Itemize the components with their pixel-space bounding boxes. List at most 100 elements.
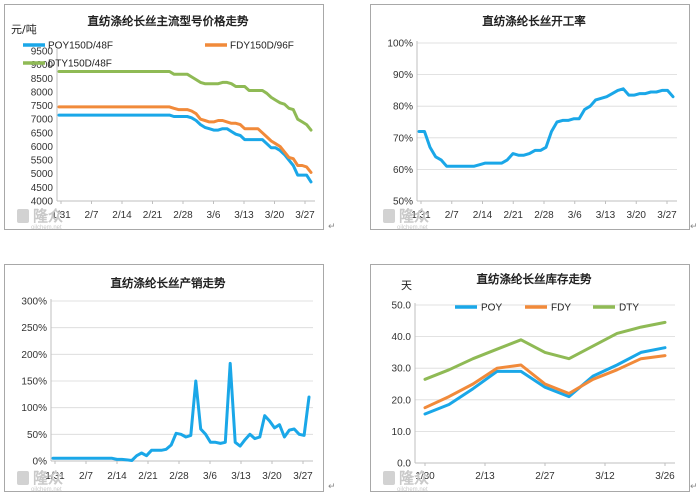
y-tick-label: 90% bbox=[393, 70, 413, 81]
x-tick-label: 1/31 bbox=[51, 210, 71, 221]
longzhong-logo-icon bbox=[383, 209, 395, 223]
y-tick-label: 60% bbox=[393, 165, 413, 176]
longzhong-logo-icon bbox=[17, 209, 29, 223]
x-tick-label: 3/26 bbox=[655, 471, 675, 482]
y-tick-label: 20.0 bbox=[392, 395, 412, 406]
series-line-sales bbox=[51, 361, 311, 462]
x-tick-label: 2/14 bbox=[107, 471, 127, 482]
y-tick-label: 100% bbox=[21, 403, 47, 414]
legend-label: DTY150D/48F bbox=[48, 59, 112, 70]
x-tick-label: 2/21 bbox=[143, 210, 163, 221]
series-line-fdy150d-96f bbox=[57, 105, 313, 174]
y-tick-label: 9500 bbox=[31, 47, 54, 58]
y-tick-label: 6000 bbox=[31, 142, 54, 153]
y-tick-label: 50.0 bbox=[392, 301, 412, 312]
paragraph-mark-icon: ↵ bbox=[328, 482, 336, 492]
watermark-site: oilchem.net bbox=[31, 487, 62, 491]
legend-label: FDY150D/96F bbox=[230, 41, 294, 52]
x-tick-label: 3/13 bbox=[596, 210, 616, 221]
watermark-brand: 隆众 bbox=[399, 207, 429, 225]
x-tick-label: 2/14 bbox=[473, 210, 493, 221]
x-tick-label: 2/21 bbox=[138, 471, 158, 482]
y-tick-label: 5500 bbox=[31, 156, 54, 167]
utilization-chart: 直纺涤纶长丝开工率 50% 60% 70% 80% 90% 100% 1/31 2/7 2/14 2… bbox=[383, 14, 677, 229]
x-tick-label: 3/6 bbox=[203, 471, 217, 482]
price-chart-panel: 直纺涤纶长丝主流型号价格走势元/吨 4000 4500 5000 5500 6000 650… bbox=[4, 4, 324, 230]
x-tick-label: 2/7 bbox=[79, 471, 93, 482]
x-tick-label: 2/27 bbox=[535, 471, 555, 482]
y-tick-label: 8000 bbox=[31, 87, 54, 98]
y-tick-label: 30.0 bbox=[392, 364, 412, 375]
y-tick-label: 200% bbox=[21, 350, 47, 361]
chart-title: 直纺涤纶长丝库存走势 bbox=[477, 272, 592, 286]
y-tick-label: 8500 bbox=[31, 74, 54, 85]
y-tick-label: 250% bbox=[21, 323, 47, 334]
y-tick-label: 150% bbox=[21, 377, 47, 388]
chart-title: 直纺涤纶长丝主流型号价格走势 bbox=[88, 14, 249, 28]
series-line-poy bbox=[423, 346, 667, 416]
x-tick-label: 3/6 bbox=[568, 210, 582, 221]
chart-title: 直纺涤纶长丝产销走势 bbox=[111, 276, 226, 290]
legend-label: POY150D/48F bbox=[48, 41, 113, 52]
y-tick-label: 6500 bbox=[31, 128, 54, 139]
y-tick-label: 7000 bbox=[31, 115, 54, 126]
y-tick-label: 70% bbox=[393, 133, 413, 144]
x-tick-label: 1/31 bbox=[411, 210, 431, 221]
watermark-brand: 隆众 bbox=[399, 469, 429, 487]
x-tick-label: 3/13 bbox=[234, 210, 254, 221]
legend-label: DTY bbox=[619, 303, 639, 314]
x-tick-label: 3/13 bbox=[231, 471, 251, 482]
x-tick-label: 3/20 bbox=[262, 471, 282, 482]
y-tick-label: 4500 bbox=[31, 183, 54, 194]
chart-title: 直纺涤纶长丝开工率 bbox=[482, 14, 586, 28]
x-tick-label: 3/20 bbox=[265, 210, 285, 221]
x-tick-label: 3/27 bbox=[295, 210, 315, 221]
x-tick-label: 2/7 bbox=[445, 210, 459, 221]
y-tick-label: 10.0 bbox=[392, 427, 412, 438]
y-tick-label: 100% bbox=[387, 39, 413, 50]
x-tick-label: 3/12 bbox=[595, 471, 615, 482]
y-tick-label: 7500 bbox=[31, 101, 54, 112]
series-line-poy150d-48f bbox=[57, 113, 313, 184]
x-tick-label: 2/14 bbox=[112, 210, 132, 221]
y-tick-label: 80% bbox=[393, 102, 413, 113]
x-tick-label: 3/27 bbox=[657, 210, 677, 221]
x-tick-label: 2/28 bbox=[534, 210, 554, 221]
y-tick-label: 0% bbox=[33, 457, 48, 468]
series-line-dty150d-48f bbox=[57, 70, 313, 132]
x-tick-label: 1/30 bbox=[415, 471, 435, 482]
x-tick-label: 2/28 bbox=[173, 210, 193, 221]
y-tick-label: 50% bbox=[27, 430, 47, 441]
x-tick-label: 2/21 bbox=[504, 210, 524, 221]
x-tick-label: 2/7 bbox=[85, 210, 99, 221]
paragraph-mark-icon: ↵ bbox=[328, 222, 336, 232]
series-line-utilization bbox=[417, 87, 675, 168]
y-tick-label: 4000 bbox=[31, 197, 54, 208]
y-axis-label: 元/吨 bbox=[11, 23, 37, 36]
x-tick-label: 2/28 bbox=[169, 471, 189, 482]
y-axis-label: 天 bbox=[401, 279, 412, 292]
x-tick-label: 3/27 bbox=[293, 471, 313, 482]
watermark-site: oilchem.net bbox=[397, 225, 428, 229]
watermark-brand: 隆众 bbox=[33, 469, 63, 487]
watermark-site: oilchem.net bbox=[31, 225, 62, 229]
y-tick-label: 5000 bbox=[31, 169, 54, 180]
series-line-dty bbox=[423, 320, 667, 381]
longzhong-logo-icon bbox=[17, 471, 29, 485]
sales-chart: 直纺涤纶长丝产销走势 0% 50% 100% 150% 200% 250% 300% 1/31 2… bbox=[17, 276, 313, 491]
inventory-chart-panel: 直纺涤纶长丝库存走势天 0.0 10.0 20.0 30.0 40.0 50.0 1/30 2/… bbox=[370, 264, 690, 492]
paragraph-mark-icon: ↵ bbox=[690, 222, 698, 232]
legend-label: POY bbox=[481, 303, 502, 314]
y-tick-label: 50% bbox=[393, 197, 413, 208]
x-tick-label: 3/20 bbox=[627, 210, 647, 221]
x-tick-label: 3/6 bbox=[207, 210, 221, 221]
legend-label: FDY bbox=[551, 303, 571, 314]
y-tick-label: 9000 bbox=[31, 60, 54, 71]
watermark-site: oilchem.net bbox=[397, 487, 428, 491]
paragraph-mark-icon: ↵ bbox=[690, 482, 698, 492]
